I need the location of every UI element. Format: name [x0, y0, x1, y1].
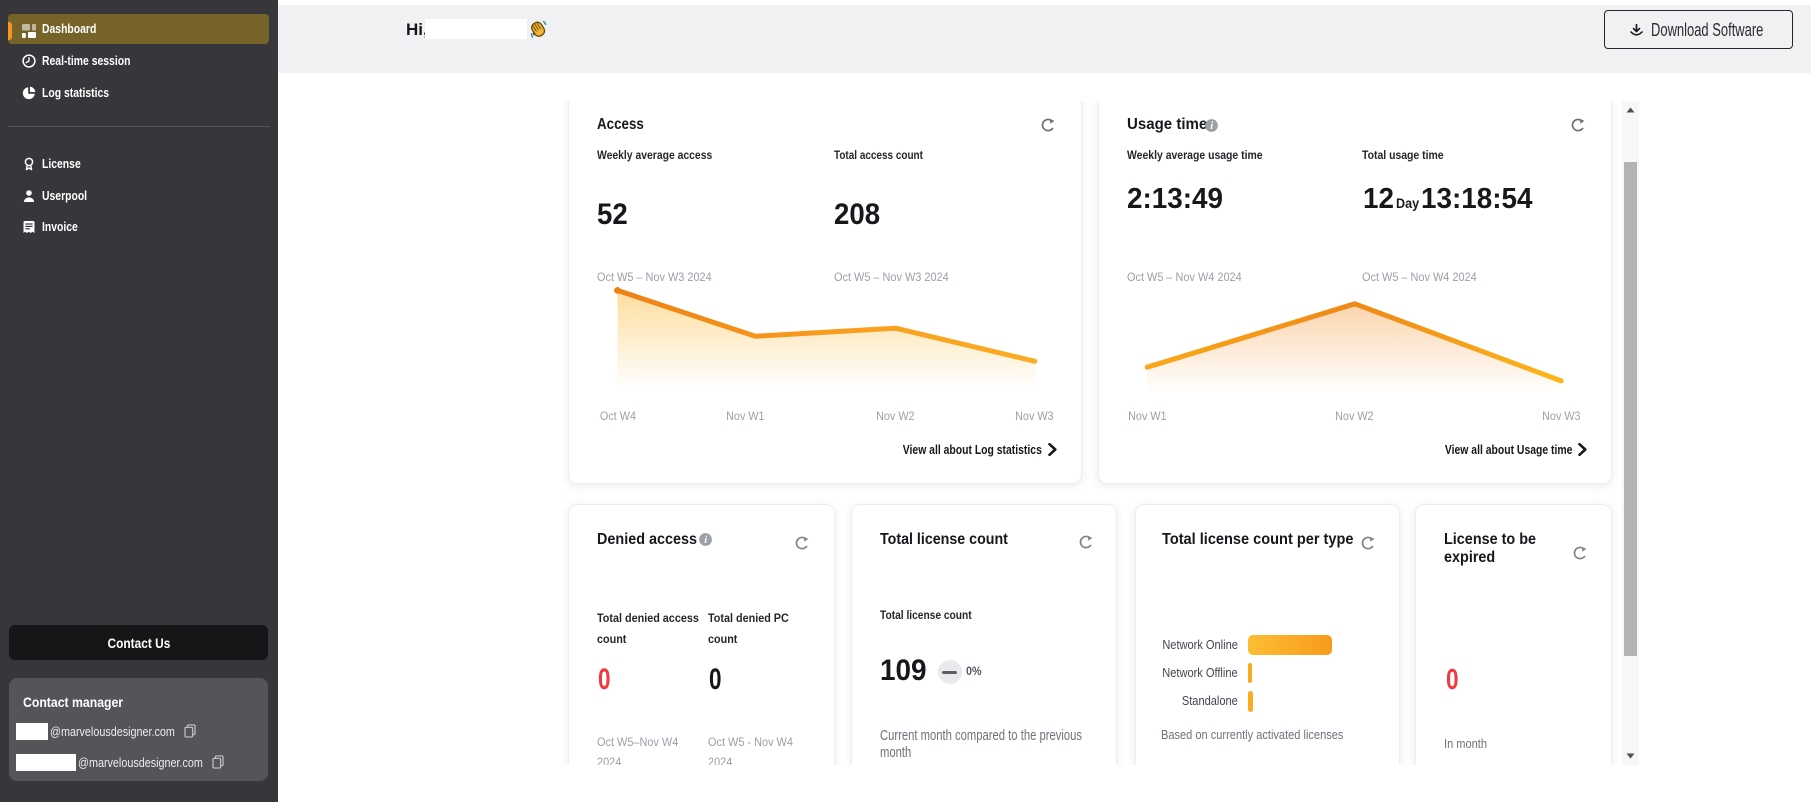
- svg-text:i: i: [1210, 121, 1213, 132]
- svg-text:i: i: [704, 535, 707, 546]
